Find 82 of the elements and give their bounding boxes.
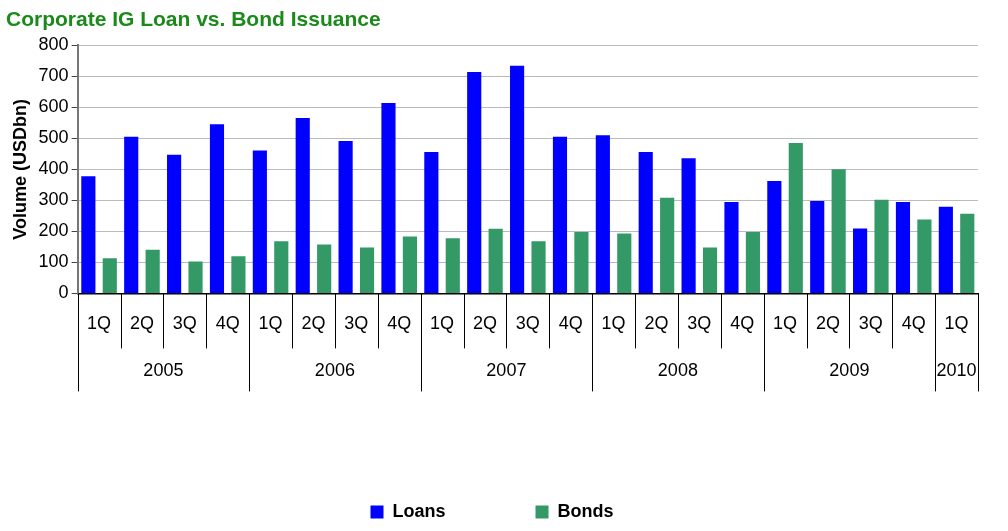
bar [617, 233, 632, 293]
x-tick-label: 1Q [430, 313, 455, 334]
bar [188, 261, 203, 293]
y-tick-label: 200 [38, 220, 69, 241]
bar [745, 231, 760, 293]
y-axis-title: Volume (USDbn) [9, 98, 30, 240]
bar [488, 228, 503, 293]
x-tick-label: 1Q [944, 313, 969, 334]
x-tick-label: 1Q [87, 313, 112, 334]
bar [167, 154, 182, 293]
bar [231, 256, 246, 293]
chart-title: Corporate IG Loan vs. Bond Issuance [6, 7, 381, 31]
bar [102, 258, 117, 293]
x-tick-label: 2Q [815, 313, 840, 334]
y-tick-label: 0 [58, 282, 69, 303]
bar [853, 228, 868, 293]
y-tick-label: 100 [38, 251, 69, 272]
x-tick-label: 4Q [215, 313, 240, 334]
x-tick-label: 2Q [129, 313, 154, 334]
bar [831, 169, 846, 293]
bar [295, 118, 310, 293]
y-tick-label: 700 [38, 65, 69, 86]
text: 2007 [486, 360, 527, 381]
bar [531, 241, 546, 293]
bar [124, 136, 139, 293]
bar [317, 244, 332, 293]
bar [274, 241, 289, 293]
y-tick-label: 500 [38, 127, 69, 148]
y-tick-label: 800 [38, 34, 69, 55]
bar [724, 201, 739, 293]
text: 2006 [314, 360, 355, 381]
text: 2010 [936, 360, 977, 381]
bar [681, 158, 696, 293]
x-tick-label: 2Q [301, 313, 326, 334]
legend-label: Bonds [557, 500, 614, 521]
bar [874, 199, 889, 293]
bar [381, 102, 396, 293]
x-tick-label: 1Q [773, 313, 798, 334]
bar [660, 197, 675, 293]
bar [702, 247, 718, 293]
bar [810, 200, 825, 293]
bar [467, 71, 482, 293]
y-tick-label: 400 [38, 158, 69, 179]
x-tick-label: 3Q [344, 313, 369, 334]
y-tick-label: 600 [38, 96, 69, 117]
legend-label: Loans [392, 500, 446, 521]
x-tick-label: 2Q [644, 313, 669, 334]
x-tick-label: 3Q [858, 313, 883, 334]
bar [595, 135, 610, 293]
x-tick-label: 4Q [901, 313, 926, 334]
bar [574, 231, 589, 293]
bar [510, 65, 525, 293]
bar [445, 238, 460, 293]
x-tick-label: 4Q [387, 313, 412, 334]
bar [338, 141, 353, 293]
x-tick-label: 4Q [730, 313, 755, 334]
bar [788, 142, 803, 293]
y-tick-label: 300 [38, 189, 69, 210]
text: 2005 [143, 360, 184, 381]
bar [145, 249, 160, 293]
x-tick-label: 3Q [515, 313, 540, 334]
x-tick-label: 1Q [258, 313, 283, 334]
x-tick-label: 3Q [172, 313, 197, 334]
bar [81, 176, 96, 293]
text: 2008 [657, 360, 698, 381]
text: 2009 [829, 360, 870, 381]
bar [552, 136, 568, 293]
bar [252, 150, 267, 293]
x-tick-label: 4Q [558, 313, 583, 334]
x-tick-label: 1Q [601, 313, 626, 334]
bar [402, 236, 417, 293]
bar [638, 151, 653, 293]
bar [960, 213, 975, 293]
bar [424, 151, 439, 293]
bar [917, 219, 932, 293]
x-tick-label: 2Q [472, 313, 497, 334]
bar [767, 181, 782, 293]
bar [938, 206, 953, 293]
bar [209, 124, 225, 293]
bar [359, 247, 375, 293]
x-tick-label: 3Q [687, 313, 712, 334]
bar [895, 201, 911, 293]
